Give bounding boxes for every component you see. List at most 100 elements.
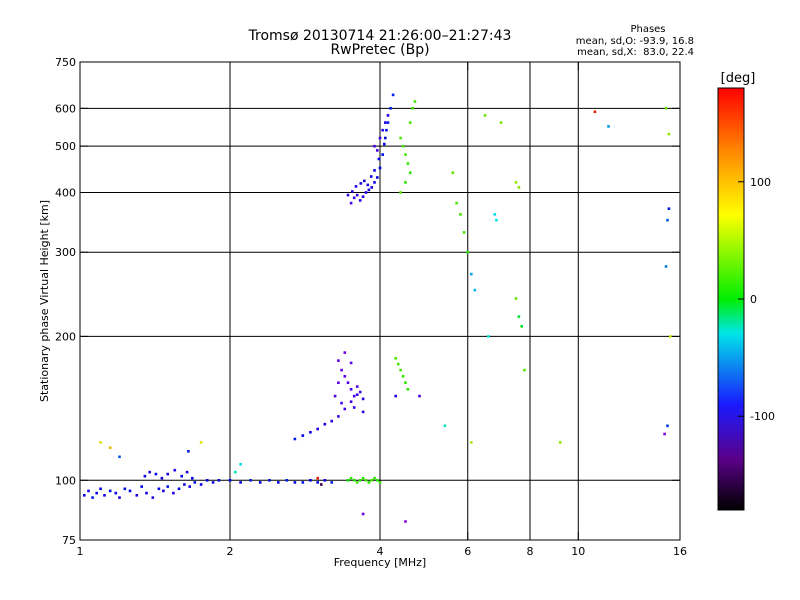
data-point-0-76 [352,196,356,200]
x-axis-label: Frequency [MHz] [334,556,426,569]
data-point-1-36 [517,186,521,189]
data-point-0-87 [384,136,387,140]
data-point-0-89 [389,107,392,110]
grid-lines [80,62,680,540]
data-point-0-39 [258,481,262,484]
data-point-1-9 [373,476,376,480]
data-point-0-72 [340,401,343,405]
data-point-0-51 [309,431,312,434]
data-point-1-47 [487,335,490,338]
data-point-0-65 [352,394,356,398]
data-point-0-41 [277,481,280,484]
data-point-1-48 [558,441,562,444]
data-point-0-11 [135,494,139,497]
data-point-0-33 [180,474,183,478]
data-point-0-102 [373,144,376,148]
data-point-0-106 [384,121,387,124]
y-tick-label-4: 400 [55,186,76,199]
data-point-1-15 [401,375,405,378]
data-point-1-14 [399,368,402,372]
data-point-0-32 [173,468,177,472]
data-point-1-1 [349,476,353,480]
data-point-1-53 [669,335,672,338]
data-point-0-35 [191,476,194,480]
data-point-1-3 [355,481,359,484]
data-point-0-56 [343,407,347,411]
data-point-0-53 [323,422,327,426]
axis-ticks: 1 2 4 6 8 10 16 75 100 200 300 400 500 600 750 [55,56,687,558]
y-tick-label-2: 200 [55,330,76,343]
data-point-0-2 [91,496,94,499]
data-point-0-5 [103,494,106,497]
colorbar-tick-label-1: 0 [750,293,757,306]
data-point-1-69 [404,520,407,523]
data-point-1-7 [367,481,371,484]
data-point-1-5 [361,476,365,480]
data-point-1-55 [663,432,666,436]
data-point-0-1 [87,489,90,493]
colorbar-ticks: 100 0 -100 [738,176,775,423]
data-point-0-6 [108,489,112,493]
data-point-0-84 [376,176,379,179]
data-point-1-19 [401,144,405,148]
data-point-1-71 [418,394,421,398]
data-point-0-45 [309,479,312,482]
data-point-0-48 [330,481,333,484]
data-point-0-93 [354,185,358,188]
data-point-0-75 [349,201,353,205]
data-point-0-14 [151,496,155,499]
data-point-0-94 [359,182,363,185]
data-point-0-67 [358,390,362,394]
data-point-1-17 [406,388,410,391]
data-point-0-101 [385,128,388,132]
phases-info-o: mean, sd,O: -93.9, 16.8 [576,36,694,47]
data-points [83,93,672,523]
data-point-0-3 [95,491,98,495]
data-point-1-30 [459,213,462,216]
data-point-1-27 [413,100,417,103]
x-tick-label-2: 4 [377,545,384,558]
data-point-1-50 [607,125,610,128]
data-point-1-49 [593,110,597,114]
data-point-0-4 [99,487,102,491]
data-point-0-77 [355,193,359,197]
data-point-1-8 [370,479,373,482]
data-point-1-29 [455,201,458,205]
data-point-0-40 [268,479,271,482]
data-point-0-85 [378,166,382,170]
data-point-1-66 [316,476,319,480]
data-point-1-33 [483,114,487,117]
data-point-1-23 [404,181,407,184]
data-point-0-57 [349,400,353,403]
data-point-0-105 [376,149,379,152]
colorbar-label: [deg] [721,71,756,86]
y-tick-label-5: 500 [55,140,76,153]
data-point-1-2 [352,479,356,482]
data-point-0-46 [316,481,319,484]
data-point-1-32 [466,250,469,254]
data-point-0-17 [166,485,169,488]
data-point-1-58 [667,207,671,210]
data-point-0-37 [239,481,242,484]
data-point-0-8 [118,496,121,499]
data-point-1-10 [376,479,379,482]
chart-subtitle: RwPretec (Bp) [330,42,429,58]
y-tick-label-7: 750 [55,56,76,69]
data-point-1-44 [523,368,526,372]
data-point-1-43 [520,325,523,328]
data-point-0-7 [114,491,118,495]
data-point-1-11 [378,481,382,484]
data-point-0-25 [211,481,215,484]
data-point-0-90 [391,93,395,97]
data-point-0-15 [157,487,161,491]
data-point-0-29 [154,472,158,476]
colorbar-tick-label-0: 100 [750,176,771,189]
data-point-0-70 [337,381,340,384]
data-point-0-55 [337,415,340,418]
chart-title: Tromsø 20130714 21:26:00–21:27:43 [248,28,512,44]
y-tick-label-6: 600 [55,102,76,115]
data-point-0-104 [381,128,384,132]
data-point-0-18 [172,491,175,495]
data-point-0-62 [343,375,347,378]
data-point-0-83 [373,181,376,184]
